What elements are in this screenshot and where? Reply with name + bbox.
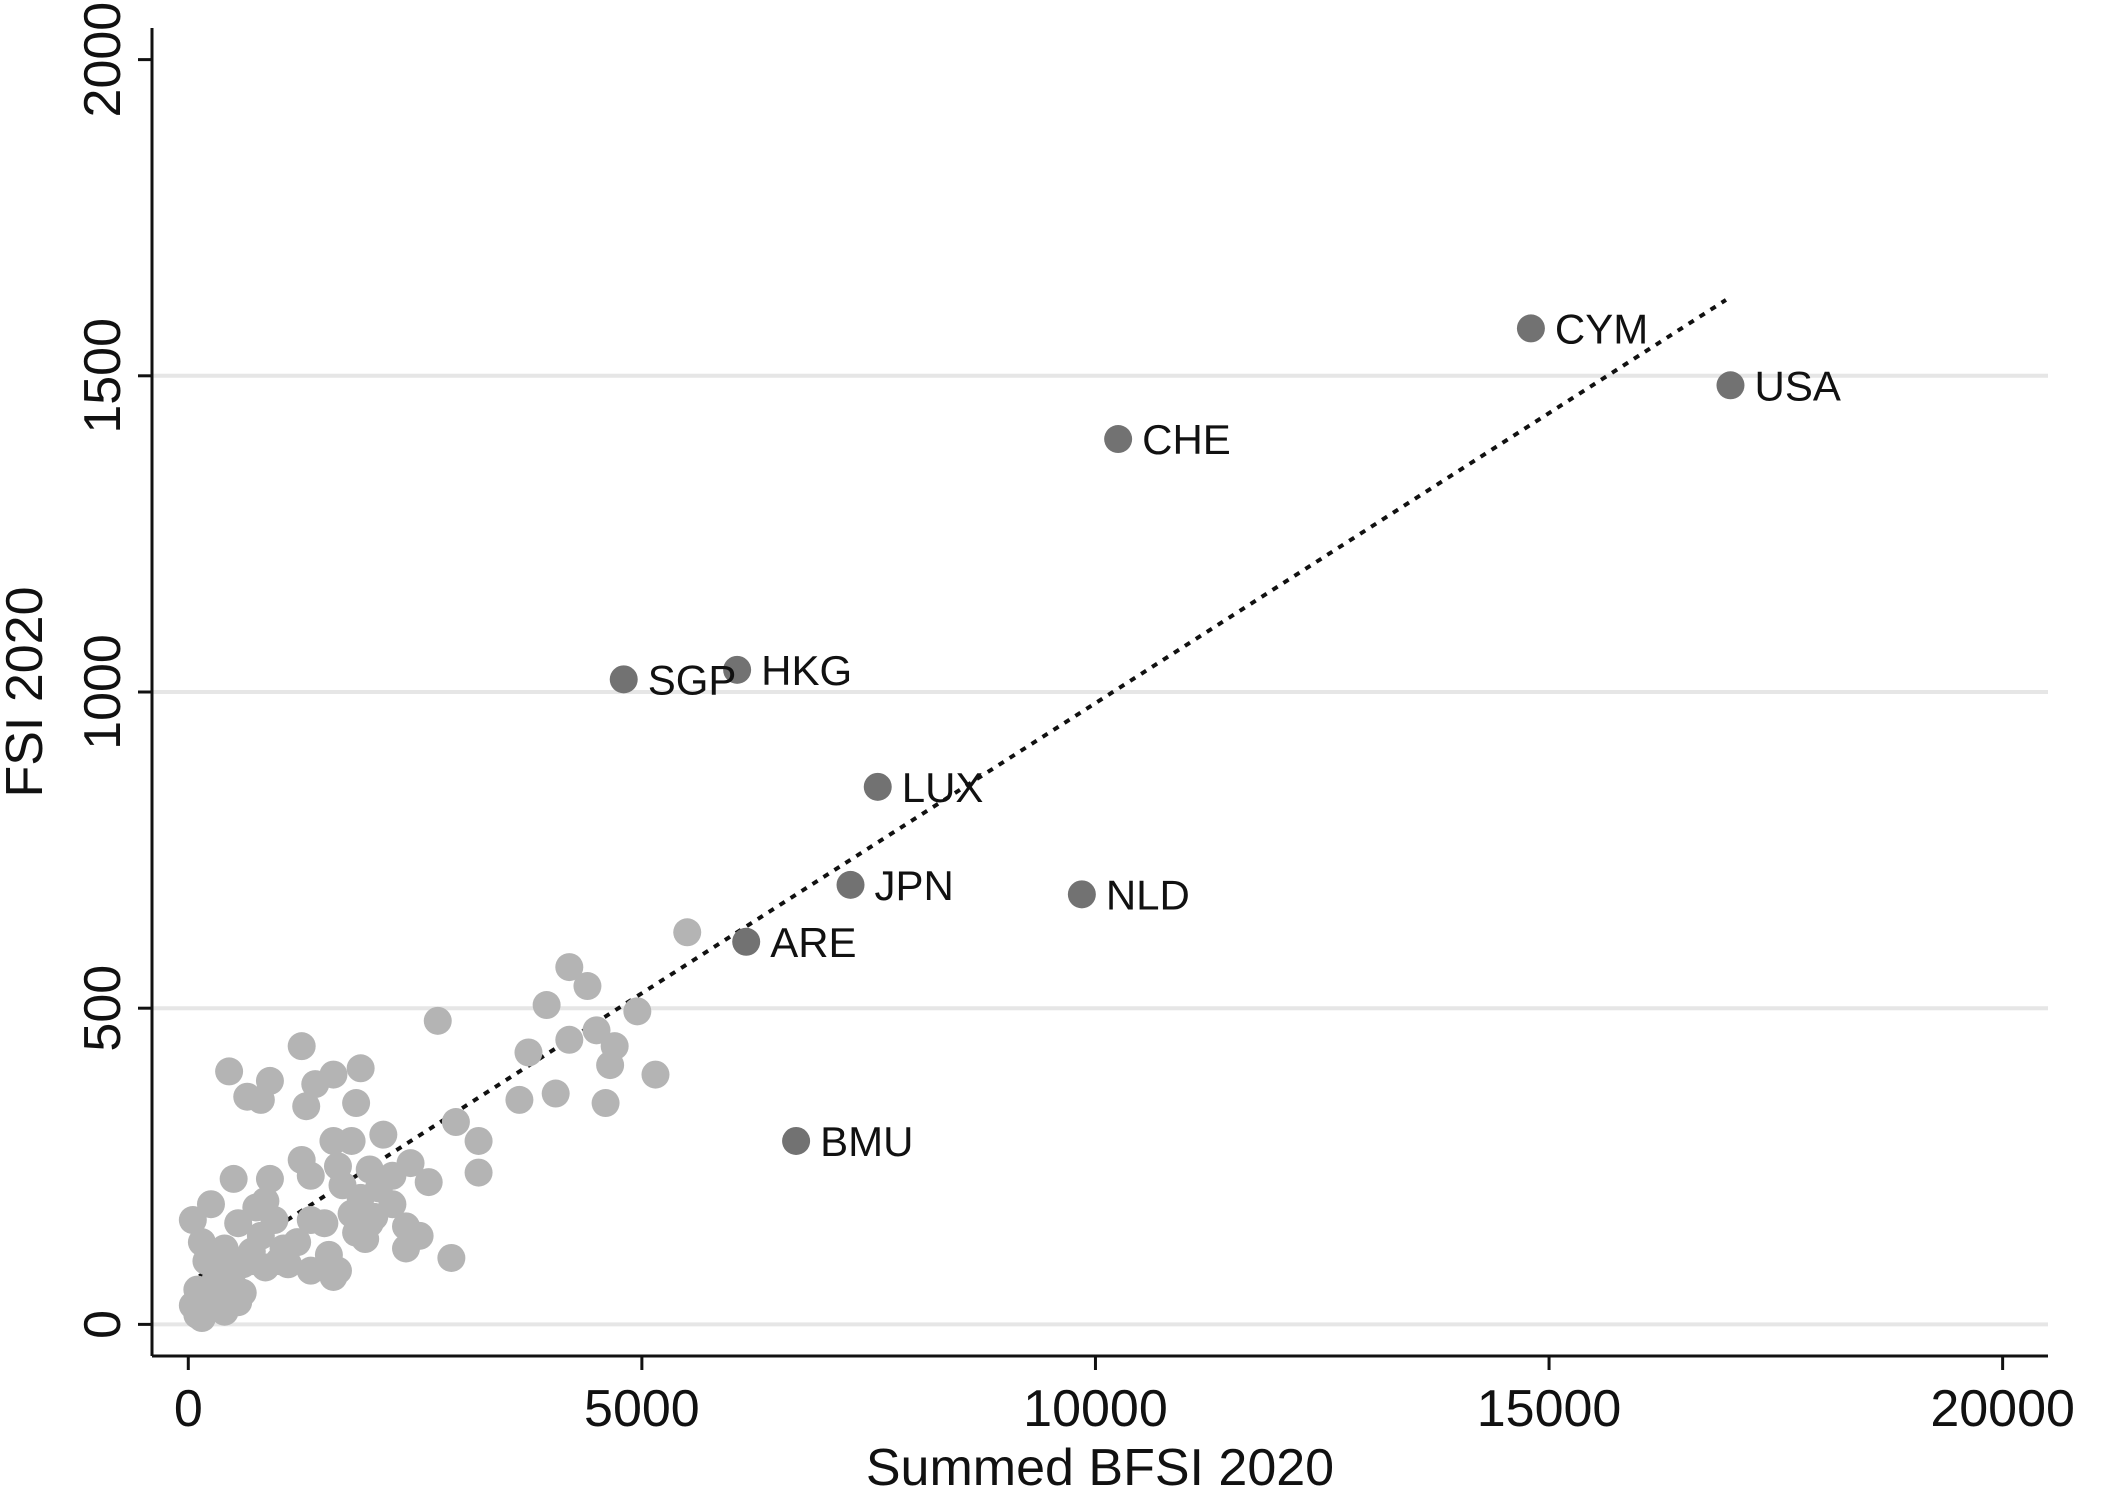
data-point [215, 1057, 244, 1086]
data-point [265, 1247, 294, 1276]
data-point [441, 1108, 470, 1137]
point-label: JPN [875, 862, 954, 909]
data-point [255, 1164, 284, 1193]
data-point [296, 1256, 325, 1285]
data-point [319, 1262, 348, 1291]
y-tick-label: 1000 [74, 634, 132, 750]
data-point [541, 1079, 570, 1108]
data-point [582, 1016, 611, 1045]
point-labels: CYM USA CHE SGP HKG LUX JPN NLD ARE BMU [648, 305, 1841, 1165]
highlighted-point [1516, 314, 1545, 343]
highlighted-point [1067, 880, 1096, 909]
highlighted-point [732, 927, 761, 956]
data-point [392, 1234, 421, 1263]
data-point [187, 1304, 216, 1333]
point-label: CHE [1142, 416, 1231, 463]
y-tick-label: 2000 [74, 2, 132, 118]
data-point [246, 1085, 275, 1114]
highlighted-point [836, 870, 865, 899]
data-point [423, 1006, 452, 1035]
x-tick-label: 15000 [1477, 1380, 1622, 1438]
x-tick-label: 20000 [1930, 1380, 2075, 1438]
y-tick-label: 1500 [74, 318, 132, 434]
data-point [555, 1025, 584, 1054]
x-axis-title: Summed BFSI 2020 [866, 1439, 1334, 1494]
data-point [301, 1070, 330, 1099]
data-point [596, 1051, 625, 1080]
x-tick-label: 10000 [1023, 1380, 1168, 1438]
point-label: LUX [902, 764, 984, 811]
data-point [673, 918, 702, 947]
data-point [514, 1038, 543, 1067]
data-point [355, 1209, 384, 1238]
data-point [369, 1120, 398, 1149]
data-point [591, 1089, 620, 1118]
data-point [437, 1243, 466, 1272]
data-point [228, 1278, 257, 1307]
data-point [573, 972, 602, 1001]
data-point [414, 1168, 443, 1197]
highlighted-point [782, 1126, 811, 1155]
data-point [196, 1190, 225, 1219]
x-tick-label: 5000 [584, 1380, 700, 1438]
data-point [246, 1221, 275, 1250]
data-point [224, 1209, 253, 1238]
point-label: CYM [1555, 305, 1648, 352]
data-point [337, 1126, 366, 1155]
y-tick-label: 0 [74, 1310, 132, 1339]
data-point [292, 1092, 321, 1121]
data-point [296, 1161, 325, 1190]
point-label: USA [1754, 362, 1840, 409]
data-point [215, 1256, 244, 1285]
point-label: ARE [770, 919, 856, 966]
data-point [641, 1060, 670, 1089]
x-tick-label: 0 [174, 1380, 203, 1438]
data-point [346, 1054, 375, 1083]
data-point [342, 1089, 371, 1118]
point-label: HKG [761, 647, 852, 694]
data-point [555, 953, 584, 982]
highlighted-point [723, 655, 752, 684]
point-label: NLD [1106, 871, 1190, 918]
data-point [237, 1247, 266, 1276]
data-point [623, 997, 652, 1026]
data-point [532, 991, 561, 1020]
highlighted-point [1716, 371, 1745, 400]
data-points [178, 314, 1745, 1333]
data-point [178, 1206, 207, 1235]
highlighted-point [1104, 425, 1133, 454]
point-label: BMU [820, 1118, 913, 1165]
data-point [505, 1085, 534, 1114]
y-axis-title: FSI 2020 [0, 586, 54, 797]
data-point [464, 1158, 493, 1187]
data-point [210, 1297, 239, 1326]
highlighted-point [609, 665, 638, 694]
point-label: SGP [648, 656, 737, 703]
data-point [310, 1209, 339, 1238]
highlighted-point [863, 772, 892, 801]
data-point [283, 1228, 312, 1257]
data-point [219, 1164, 248, 1193]
data-point [287, 1032, 316, 1061]
data-point [464, 1126, 493, 1155]
y-tick-label: 500 [74, 965, 132, 1052]
